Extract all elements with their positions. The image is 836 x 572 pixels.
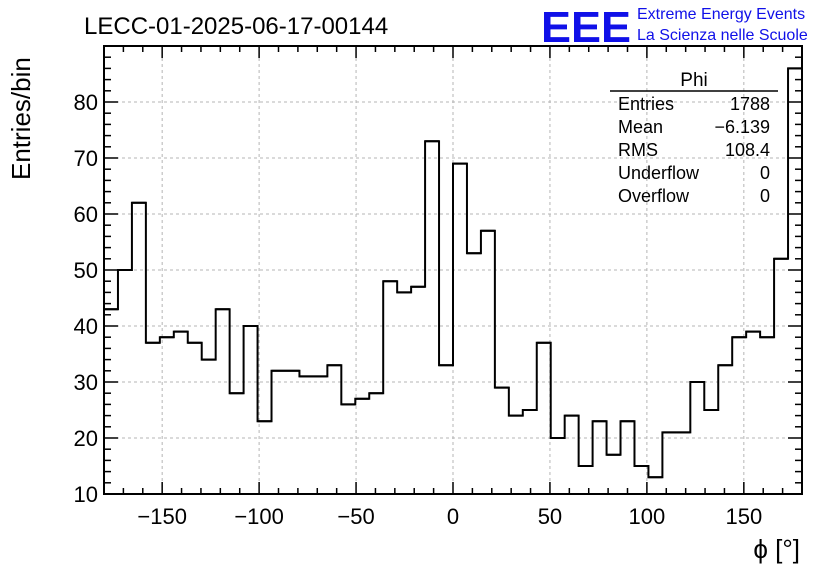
logo-text: EEE bbox=[541, 3, 631, 52]
stats-row-label: Mean bbox=[618, 117, 663, 137]
y-tick-label: 80 bbox=[74, 90, 98, 115]
y-tick-label: 50 bbox=[74, 258, 98, 283]
stats-row-value: 108.4 bbox=[725, 140, 770, 160]
x-tick-label: −150 bbox=[137, 504, 187, 529]
stats-row-value: −6.139 bbox=[714, 117, 770, 137]
stats-row-value: 0 bbox=[760, 186, 770, 206]
y-tick-label: 20 bbox=[74, 426, 98, 451]
axis-ticks bbox=[104, 45, 802, 495]
logo-line-1: Extreme Energy Events bbox=[637, 6, 805, 23]
y-tick-label: 40 bbox=[74, 314, 98, 339]
x-tick-label: −50 bbox=[337, 504, 374, 529]
x-axis-title: ϕ [°] bbox=[753, 534, 800, 564]
histogram-outline bbox=[104, 67, 802, 479]
stats-row-value: 1788 bbox=[730, 94, 770, 114]
y-tick-labels: 10 20 30 40 50 60 70 80 bbox=[74, 90, 98, 507]
stats-row-label: Overflow bbox=[618, 186, 690, 206]
y-tick-label: 70 bbox=[74, 146, 98, 171]
stats-box: Phi Entries 1788 Mean −6.139 RMS 108.4 Underfl… bbox=[610, 70, 778, 206]
histogram bbox=[104, 67, 802, 479]
eee-logo: EEE Extreme Energy Events La Scienza nel… bbox=[541, 3, 808, 52]
stats-row-value: 0 bbox=[760, 163, 770, 183]
x-tick-labels: −150 −100 −50 0 50 100 150 bbox=[137, 504, 762, 529]
logo-line-2: La Scienza nelle Scuole bbox=[637, 27, 808, 44]
y-axis-title: Entries/bin bbox=[6, 57, 36, 180]
x-tick-label: 150 bbox=[725, 504, 762, 529]
stats-row-label: Underflow bbox=[618, 163, 700, 183]
x-tick-label: 0 bbox=[447, 504, 459, 529]
y-tick-label: 60 bbox=[74, 202, 98, 227]
stats-box-title: Phi bbox=[680, 70, 707, 91]
stats-row-label: RMS bbox=[618, 140, 658, 160]
x-tick-label: −100 bbox=[234, 504, 284, 529]
stats-rows: Entries 1788 Mean −6.139 RMS 108.4 Underflow 0 O… bbox=[618, 94, 770, 206]
stats-row-label: Entries bbox=[618, 94, 674, 114]
y-tick-label: 10 bbox=[74, 482, 98, 507]
x-tick-label: 100 bbox=[629, 504, 666, 529]
y-tick-label: 30 bbox=[74, 370, 98, 395]
x-tick-label: 50 bbox=[538, 504, 562, 529]
run-title: LECC-01-2025-06-17-00144 bbox=[84, 13, 388, 40]
